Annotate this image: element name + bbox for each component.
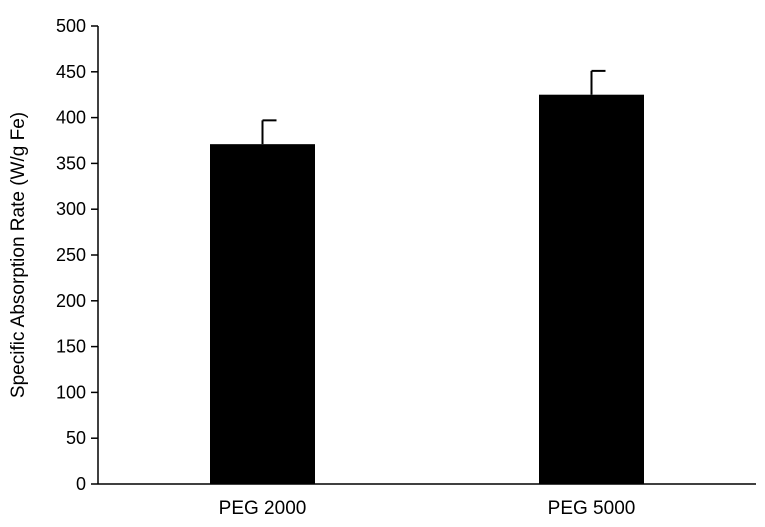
bar xyxy=(210,144,315,484)
x-category-label: PEG 2000 xyxy=(219,498,307,519)
y-tick-label: 200 xyxy=(56,291,86,311)
y-tick-label: 400 xyxy=(56,108,86,128)
plot-area: 0 50 100 150 200 250 300 350 400 450 500 PEG 2000 PE… xyxy=(56,16,756,519)
y-tick-label: 0 xyxy=(76,474,86,494)
x-category-label: PEG 5000 xyxy=(548,498,636,519)
y-tick-label: 150 xyxy=(56,337,86,357)
y-tick-label: 100 xyxy=(56,382,86,402)
y-tick-label: 450 xyxy=(56,62,86,82)
y-axis-title: Specific Absorption Rate (W/g Fe) xyxy=(8,112,29,398)
y-tick-label: 300 xyxy=(56,199,86,219)
y-tick-label: 350 xyxy=(56,153,86,173)
y-tick-label: 50 xyxy=(66,428,86,448)
y-tick-label: 500 xyxy=(56,16,86,36)
bar xyxy=(539,94,644,484)
y-tick-label: 250 xyxy=(56,245,86,265)
